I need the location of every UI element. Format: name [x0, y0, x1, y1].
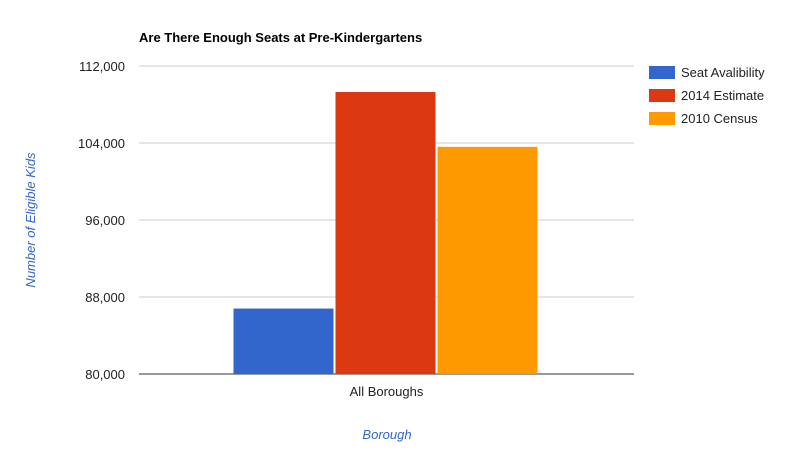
- legend-swatch: [649, 66, 675, 79]
- bar-seat-avalibility: [233, 308, 334, 374]
- y-axis-ticks: 80,000 88,000 96,000 104,000 112,000: [78, 59, 125, 382]
- legend-label: Seat Avalibility: [681, 65, 765, 80]
- legend-item: 2014 Estimate: [649, 88, 764, 103]
- bar-2010-census: [437, 146, 538, 374]
- legend-item: 2010 Census: [649, 111, 758, 126]
- bars: [233, 91, 538, 375]
- x-axis-ticks: All Boroughs: [350, 384, 424, 399]
- x-tick-label: All Boroughs: [350, 384, 424, 399]
- legend: Seat Avalibility 2014 Estimate 2010 Census: [649, 65, 765, 126]
- legend-label: 2010 Census: [681, 111, 758, 126]
- x-axis-title: Borough: [362, 427, 411, 442]
- y-tick-label: 104,000: [78, 136, 125, 151]
- y-tick-label: 96,000: [85, 213, 125, 228]
- y-tick-label: 112,000: [79, 59, 125, 74]
- y-tick-label: 88,000: [85, 290, 125, 305]
- chart-title: Are There Enough Seats at Pre-Kindergart…: [139, 30, 422, 45]
- y-tick-label: 80,000: [85, 367, 125, 382]
- legend-swatch: [649, 112, 675, 125]
- bar-2014-estimate: [335, 91, 436, 375]
- legend-swatch: [649, 89, 675, 102]
- legend-label: 2014 Estimate: [681, 88, 764, 103]
- legend-item: Seat Avalibility: [649, 65, 765, 80]
- y-axis-title: Number of Eligible Kids: [23, 152, 38, 288]
